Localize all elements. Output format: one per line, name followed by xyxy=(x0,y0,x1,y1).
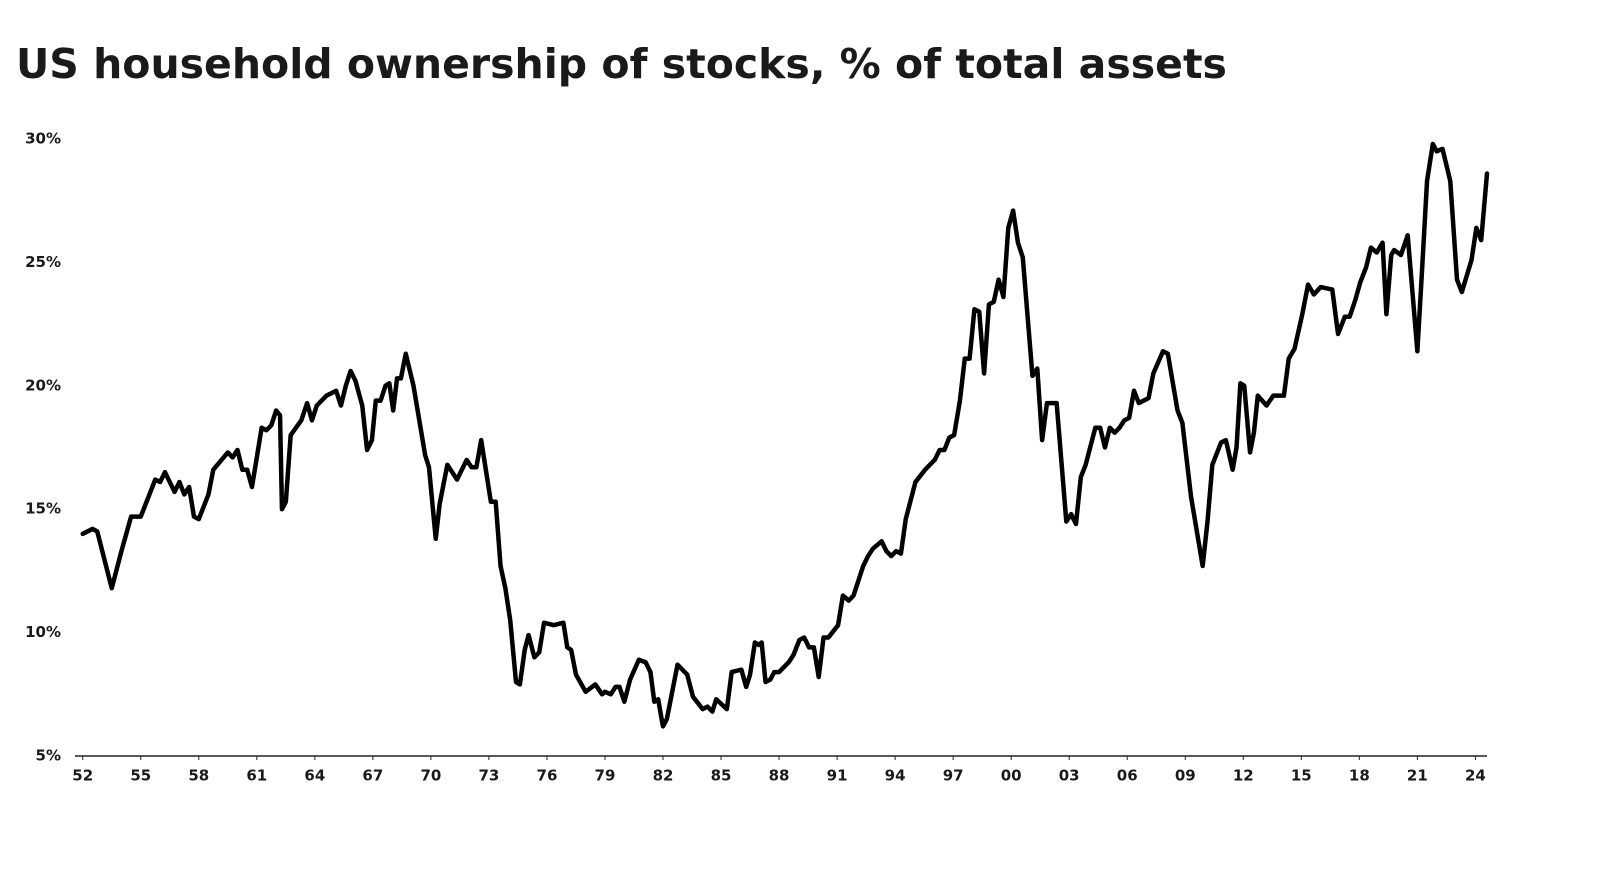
x-tick-label: 21 xyxy=(1407,767,1428,785)
x-tick-label: 58 xyxy=(188,767,209,785)
y-tick-label: 10% xyxy=(25,623,61,641)
x-tick-label: 18 xyxy=(1349,767,1370,785)
x-tick-label: 76 xyxy=(537,767,558,785)
x-tick-label: 94 xyxy=(885,767,906,785)
x-tick-label: 91 xyxy=(827,767,848,785)
x-tick-label: 79 xyxy=(595,767,616,785)
x-tick-label: 15 xyxy=(1291,767,1312,785)
x-tick-label: 00 xyxy=(1001,767,1022,785)
x-tick-label: 55 xyxy=(130,767,151,785)
y-tick-label: 5% xyxy=(36,747,61,765)
x-tick-label: 97 xyxy=(943,767,964,785)
x-tick-label: 70 xyxy=(420,767,441,785)
x-tick-label: 24 xyxy=(1465,767,1486,785)
y-tick-label: 20% xyxy=(25,376,61,394)
y-tick-label: 30% xyxy=(25,130,61,148)
x-tick-label: 64 xyxy=(304,767,325,785)
x-tick-label: 88 xyxy=(769,767,790,785)
x-tick-label: 09 xyxy=(1175,767,1196,785)
x-tick-label: 73 xyxy=(478,767,499,785)
y-tick-label: 25% xyxy=(25,253,61,271)
chart-title: US household ownership of stocks, % of t… xyxy=(16,40,1227,88)
x-tick-label: 03 xyxy=(1059,767,1080,785)
x-tick-label: 61 xyxy=(246,767,267,785)
x-tick-label: 06 xyxy=(1117,767,1138,785)
x-tick-label: 12 xyxy=(1233,767,1254,785)
data-line xyxy=(80,141,1490,729)
y-tick-label: 15% xyxy=(25,500,61,518)
x-tick-label: 82 xyxy=(653,767,674,785)
x-tick-label: 85 xyxy=(711,767,732,785)
x-tick-label: 52 xyxy=(72,767,93,785)
x-tick-label: 67 xyxy=(362,767,383,785)
